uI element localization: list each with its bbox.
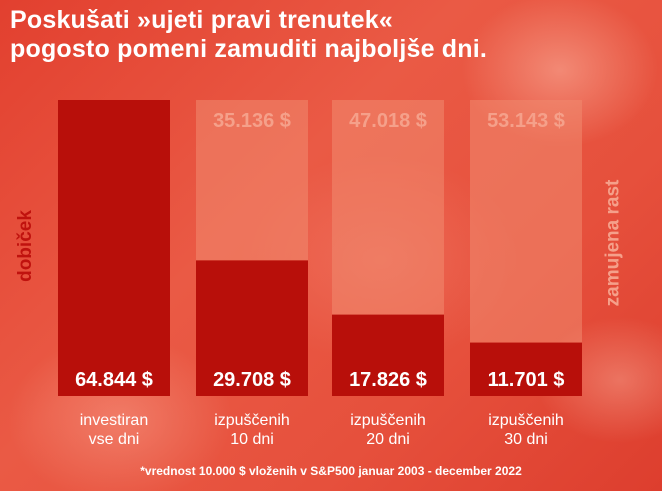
category-label-1-line-2: vse dni	[89, 431, 140, 448]
category-label-2-line-2: 10 dni	[230, 431, 274, 448]
bar-gain-label-3: 17.826 $	[349, 369, 427, 391]
category-label-4-line-1: izpuščenih	[488, 412, 564, 429]
bar-missed-2	[196, 100, 308, 261]
bar-missed-label-2: 35.136 $	[213, 110, 291, 132]
bar-gain-label-1: 64.844 $	[75, 369, 153, 391]
bar-gain-label-2: 29.708 $	[213, 369, 291, 391]
bar-gain-2	[196, 260, 308, 396]
title-line-1: Poskušati »ujeti pravi trenutek«	[10, 6, 393, 34]
category-label-2-line-1: izpuščenih	[214, 412, 290, 429]
bar-missed-4	[470, 100, 582, 343]
bar-missed-label-4: 53.143 $	[487, 110, 565, 132]
bar-missed-label-3: 47.018 $	[349, 110, 427, 132]
bar-missed-3	[332, 100, 444, 315]
title-line-2: pogosto pomeni zamuditi najboljše dni.	[10, 35, 488, 63]
category-label-1-line-1: investiran	[80, 412, 148, 429]
chart-title: Poskušati »ujeti pravi trenutek« pogosto…	[10, 6, 487, 64]
category-label-4-line-2: 30 dni	[504, 431, 548, 448]
bar-gain-label-4: 11.701 $	[488, 369, 565, 391]
bar-gain-4	[470, 342, 582, 396]
footnote: *vrednost 10.000 $ vloženih v S&P500 jan…	[140, 464, 522, 478]
bar-gain-1	[58, 100, 170, 396]
category-label-3-line-1: izpuščenih	[350, 412, 426, 429]
category-label-3-line-2: 20 dni	[366, 431, 410, 448]
bar-gain-3	[332, 314, 444, 396]
